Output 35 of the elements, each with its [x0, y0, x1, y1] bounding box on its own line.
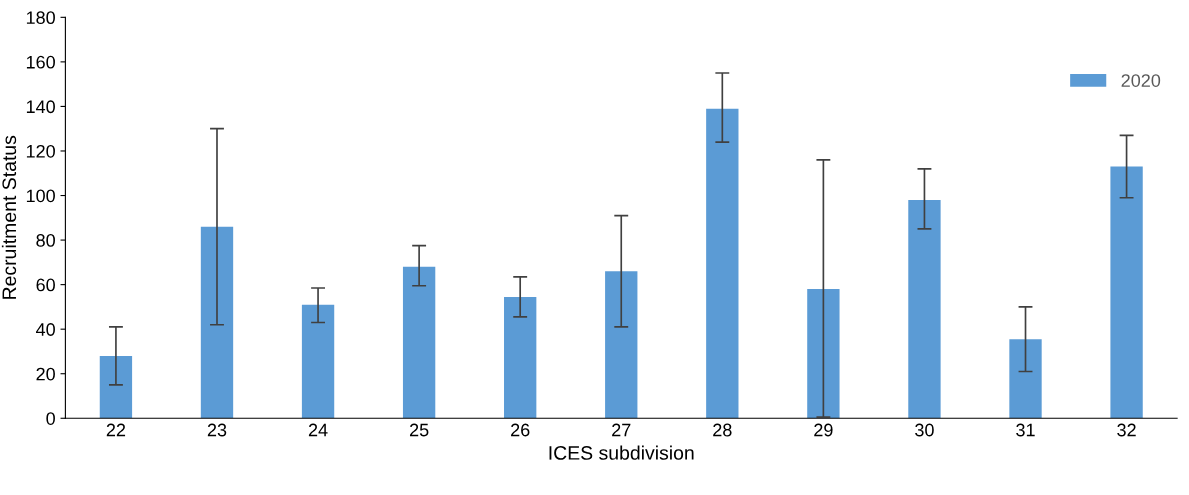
bar [807, 289, 840, 419]
y-tick-label: 20 [36, 367, 55, 381]
x-tick-label: 32 [1117, 423, 1136, 437]
x-tick-label: 24 [308, 423, 328, 437]
y-tick-label: 100 [26, 189, 55, 203]
y-axis-title: Recruitment Status [1, 135, 17, 299]
bar [99, 355, 133, 419]
y-tick-label: 60 [36, 278, 55, 292]
x-tick-label: 28 [713, 423, 732, 437]
y-tick-label: 180 [26, 11, 55, 25]
legend-label: 2020 [1121, 74, 1161, 87]
y-tick-label: 160 [26, 55, 55, 69]
bar [706, 108, 739, 419]
bar [200, 226, 234, 419]
x-tick-label: 27 [612, 423, 631, 437]
bar [504, 296, 537, 419]
x-tick-label: 26 [511, 423, 530, 437]
y-tick-label: 80 [36, 234, 55, 247]
x-tick-label: 29 [814, 423, 833, 437]
bar [908, 199, 941, 419]
bar [301, 304, 335, 419]
x-tick-label: 22 [106, 423, 126, 437]
x-tick-label: 30 [915, 423, 934, 437]
bar [402, 266, 436, 419]
y-tick-label: 120 [26, 144, 55, 158]
x-tick-label: 31 [1016, 423, 1035, 437]
bar [1110, 166, 1143, 419]
bar [1009, 339, 1042, 419]
y-tick-label: 140 [26, 100, 55, 114]
bar [605, 271, 638, 419]
x-axis-title: ICES subdivision [549, 445, 694, 460]
y-tick-label: 40 [36, 323, 55, 336]
x-tick-label: 25 [409, 423, 429, 437]
x-tick-label: 23 [207, 423, 227, 437]
y-tick-label: 0 [46, 412, 55, 425]
